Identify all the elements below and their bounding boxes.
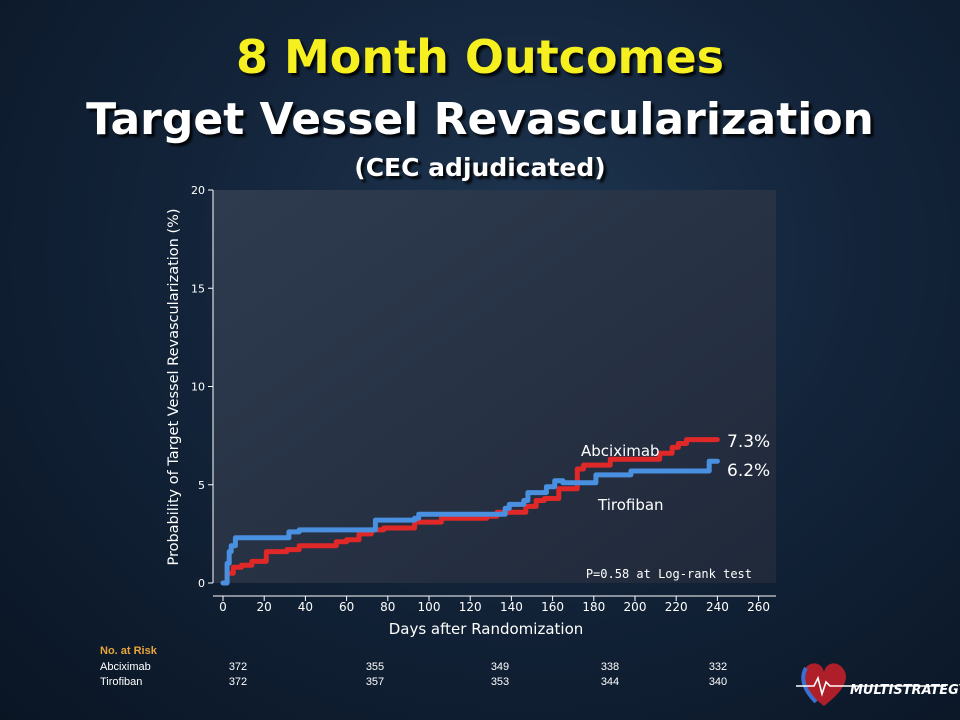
x-tick-label: 40 [298, 600, 313, 614]
y-tick-label: 15 [191, 282, 205, 295]
heart-pulse-logo-icon [796, 663, 946, 706]
x-tick-label: 220 [665, 600, 688, 614]
y-tick-label: 10 [191, 381, 205, 394]
at-risk-value: 372 [228, 676, 248, 688]
x-tick-label: 20 [257, 600, 272, 614]
x-tick-label: 0 [219, 600, 227, 614]
at-risk-value: 338 [600, 661, 620, 673]
series-line-tirofiban [220, 458, 720, 586]
x-tick-label: 160 [541, 600, 564, 614]
series-line-abciximab [220, 437, 720, 586]
at-risk-value: 353 [490, 676, 510, 688]
at-risk-row-label: Abciximab [100, 661, 151, 673]
at-risk-value: 372 [228, 661, 248, 673]
y-tick-label: 5 [198, 479, 205, 492]
at-risk-value: 344 [600, 676, 620, 688]
slide-subtitle: Target Vessel Revascularization [86, 94, 874, 145]
x-tick-label: 140 [500, 600, 523, 614]
series-end-value-abciximab: 7.3% [727, 432, 770, 452]
at-risk-value: 355 [365, 661, 385, 673]
at-risk-value: 340 [708, 676, 728, 688]
plot-area [213, 190, 776, 583]
series-label-abciximab: Abciximab [581, 442, 660, 460]
x-tick-label: 80 [380, 600, 395, 614]
x-tick-label: 120 [459, 600, 482, 614]
x-tick-label: 180 [582, 600, 605, 614]
series-end-value-tirofiban: 6.2% [727, 461, 770, 481]
y-axis-label: Probability of Target Vessel Revasculari… [166, 208, 182, 565]
at-risk-value: 357 [365, 676, 385, 688]
series-label-tirofiban: Tirofiban [597, 496, 664, 514]
slide-subtitle-note: (CEC adjudicated) [354, 153, 606, 182]
x-tick-label: 100 [418, 600, 441, 614]
x-tick-label: 240 [706, 600, 729, 614]
x-axis-label: Days after Randomization [389, 620, 584, 638]
slide-title: 8 Month Outcomes [235, 30, 725, 84]
at-risk-header: No. at Risk [100, 645, 157, 657]
logo-text: MULTISTRATEGY [850, 683, 960, 698]
at-risk-value: 349 [490, 661, 510, 673]
x-tick-label: 60 [339, 600, 354, 614]
y-tick-label: 20 [191, 184, 205, 197]
p-value-annotation: P=0.58 at Log-rank test [586, 567, 752, 581]
x-tick-label: 200 [624, 600, 647, 614]
y-tick-label: 0 [198, 577, 205, 590]
at-risk-value: 332 [708, 661, 728, 673]
x-tick-label: 260 [747, 600, 770, 614]
at-risk-row-label: Tirofiban [100, 676, 143, 688]
